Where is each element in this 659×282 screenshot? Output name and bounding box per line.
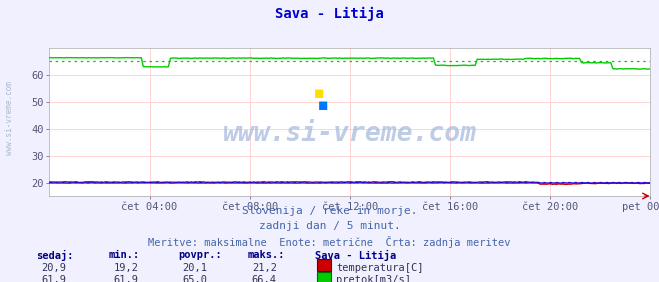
Text: ◼: ◼ [318, 99, 329, 112]
Text: Meritve: maksimalne  Enote: metrične  Črta: zadnja meritev: Meritve: maksimalne Enote: metrične Črta… [148, 236, 511, 248]
Text: 61,9: 61,9 [113, 275, 138, 282]
Text: pretok[m3/s]: pretok[m3/s] [336, 275, 411, 282]
Text: 65,0: 65,0 [183, 275, 208, 282]
Text: min.:: min.: [109, 250, 140, 260]
Text: 20,1: 20,1 [183, 263, 208, 273]
Text: zadnji dan / 5 minut.: zadnji dan / 5 minut. [258, 221, 401, 231]
Text: Sava - Litija: Sava - Litija [315, 250, 396, 261]
Text: 19,2: 19,2 [113, 263, 138, 273]
Text: povpr.:: povpr.: [178, 250, 221, 260]
Text: www.si-vreme.com: www.si-vreme.com [5, 81, 14, 155]
Text: 61,9: 61,9 [41, 275, 66, 282]
Text: www.si-vreme.com: www.si-vreme.com [223, 121, 477, 147]
Text: temperatura[C]: temperatura[C] [336, 263, 424, 273]
Text: Sava - Litija: Sava - Litija [275, 7, 384, 21]
Text: Slovenija / reke in morje.: Slovenija / reke in morje. [242, 206, 417, 216]
Text: sedaj:: sedaj: [36, 250, 74, 261]
Text: 20,9: 20,9 [41, 263, 66, 273]
Text: 21,2: 21,2 [252, 263, 277, 273]
Text: 66,4: 66,4 [252, 275, 277, 282]
Text: ◼: ◼ [314, 87, 324, 100]
Text: maks.:: maks.: [247, 250, 285, 260]
